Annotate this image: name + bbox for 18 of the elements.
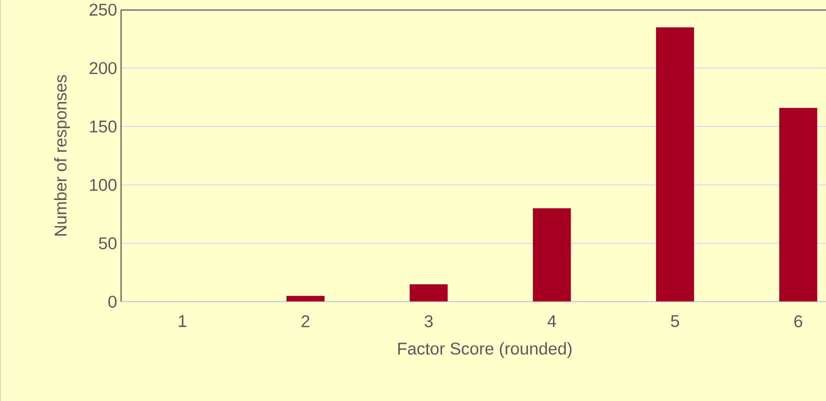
bar	[410, 284, 448, 302]
y-tick-label: 100	[90, 178, 117, 191]
y-tick-label: 200	[90, 62, 117, 74]
y-tick-label: 50	[98, 237, 117, 250]
x-tick-label: 2	[302, 315, 310, 328]
y-tick-label: 250	[90, 4, 117, 16]
x-tick-label: 4	[548, 315, 556, 327]
x-tick-label: 5	[670, 315, 680, 328]
y-axis-title: Number of responses	[54, 75, 70, 236]
x-tick-label: 1	[178, 315, 186, 327]
y-tick-label: 150	[90, 120, 117, 133]
bar	[532, 208, 571, 302]
bar	[656, 27, 694, 302]
x-tick-label: 3	[424, 315, 433, 328]
x-axis-title: Factor Score (rounded)	[398, 342, 572, 358]
x-tick-label: 6	[794, 315, 802, 328]
bar	[779, 108, 818, 302]
y-tick-label: 0	[108, 296, 117, 308]
